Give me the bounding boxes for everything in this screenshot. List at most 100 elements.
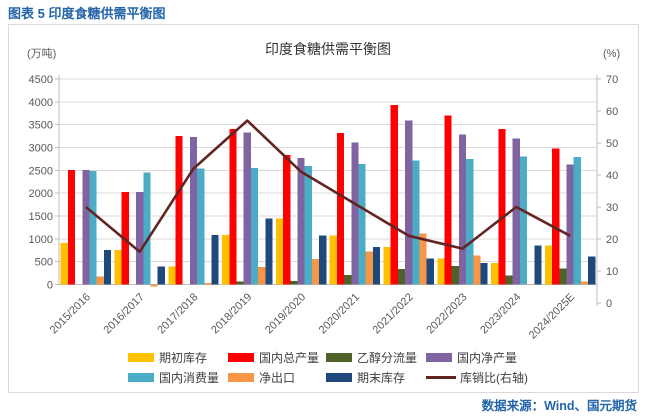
- chart-bar: [344, 274, 352, 285]
- chart-bar: [114, 249, 122, 285]
- chart-bar: [451, 265, 459, 285]
- chart-bar: [283, 154, 291, 285]
- chart-container: 0 500 1000 1500 2000 2500 3000 3500 4000 4500 0 10 2…: [8, 24, 639, 393]
- right-axis-label: 40: [606, 170, 618, 182]
- legend-label: 库销比(右轴): [460, 370, 528, 385]
- chart-bar: [566, 164, 574, 285]
- left-axis-label: 3000: [29, 143, 53, 155]
- chart-bar: [250, 168, 259, 285]
- chart-bar: [365, 251, 373, 285]
- figure-caption: 图表 5 印度食糖供需平衡图: [8, 6, 166, 21]
- right-axis-label: 50: [606, 138, 618, 150]
- chart-bar: [229, 129, 237, 285]
- legend-label: 乙醇分流量: [357, 350, 417, 365]
- legend-label: 国内总产量: [259, 351, 319, 365]
- chart-bar: [534, 245, 542, 285]
- left-axis-label: 1500: [29, 211, 53, 223]
- chart-bar: [437, 258, 445, 285]
- legend-swatch: [228, 353, 254, 362]
- chart-bar: [559, 268, 567, 285]
- chart-bar: [275, 218, 284, 285]
- legend-swatch: [128, 353, 154, 362]
- chart-bar: [290, 280, 298, 285]
- left-axis-label: 4000: [29, 97, 53, 109]
- right-axis-label: 30: [606, 202, 618, 214]
- chart-bar: [505, 275, 513, 285]
- chart-bar: [103, 249, 112, 285]
- chart-bar: [397, 268, 406, 285]
- left-axis-label: 4500: [29, 74, 53, 86]
- chart-bar: [60, 242, 68, 285]
- category-label: 2023/2024: [478, 291, 523, 336]
- chart-bar: [265, 218, 273, 285]
- chart-bar: [498, 129, 506, 285]
- data-source: 数据来源：Wind、国元期货: [481, 399, 637, 413]
- chart-bar: [336, 132, 345, 285]
- legend-swatch: [128, 373, 154, 382]
- chart-bar: [96, 276, 104, 285]
- chart-bar: [383, 247, 391, 285]
- supply-demand-chart: 0 500 1000 1500 2000 2500 3000 3500 4000 4500 0 10 2…: [27, 41, 620, 385]
- chart-bar: [67, 169, 76, 285]
- chart-bar: [480, 263, 488, 285]
- chart-title: 印度食糖供需平衡图: [265, 41, 391, 57]
- right-axis-unit: (%): [603, 48, 620, 60]
- chart-bar: [580, 281, 589, 285]
- left-axis-label: 3500: [29, 120, 53, 132]
- chart-bar: [236, 281, 244, 285]
- chart-bar: [204, 283, 212, 285]
- right-axis-label: 20: [606, 234, 618, 246]
- chart-bar: [222, 235, 230, 285]
- chart-bar: [168, 266, 176, 285]
- chart-bar: [211, 235, 219, 285]
- chart-bar: [458, 134, 467, 285]
- chart-bar: [444, 115, 452, 285]
- category-label: 2021/2022: [371, 291, 416, 336]
- right-axis-label: 10: [606, 266, 618, 278]
- chart-bar: [243, 132, 251, 285]
- chart-bar: [136, 191, 144, 285]
- category-label: 2022/2023: [424, 291, 469, 336]
- legend-label: 期末库存: [357, 370, 405, 385]
- legend-swatch: [426, 353, 452, 362]
- chart-line: [85, 119, 571, 254]
- chart-bar: [297, 158, 305, 285]
- chart-bar: [197, 168, 205, 285]
- chart-bar: [405, 120, 413, 285]
- legend-label: 期初库存: [159, 350, 207, 365]
- category-label: 2016/2017: [102, 291, 147, 336]
- chart-bar: [588, 256, 596, 285]
- legend-swatch: [228, 373, 254, 382]
- chart-bar: [319, 235, 327, 285]
- chart-bar: [143, 172, 151, 285]
- chart-bar: [512, 138, 520, 285]
- left-axis-label: 500: [35, 257, 53, 269]
- chart-bar: [89, 171, 97, 285]
- chart-bar: [372, 247, 381, 285]
- right-axis-label: 0: [606, 298, 612, 310]
- category-label: 2017/2018: [155, 291, 200, 336]
- legend-label: 国内消费量: [159, 371, 219, 385]
- legend-swatch: [326, 353, 352, 362]
- legend-label: 国内净产量: [457, 351, 517, 365]
- chart-bar: [544, 245, 553, 285]
- right-axis-label: 70: [606, 74, 618, 86]
- legend-label: 净出口: [259, 371, 295, 385]
- chart-bar: [519, 156, 528, 285]
- chart-bar: [466, 158, 474, 285]
- chart-bar: [304, 166, 312, 285]
- chart-bar: [150, 284, 158, 287]
- left-axis-unit: (万吨): [27, 47, 56, 60]
- chart-bar: [390, 105, 398, 285]
- chart-bar: [351, 142, 359, 285]
- legend-swatch: [326, 373, 352, 382]
- left-axis-label: 2500: [29, 165, 53, 177]
- chart-bar: [419, 233, 427, 285]
- category-label: 2020/2021: [317, 291, 362, 336]
- left-axis-label: 1000: [29, 234, 53, 246]
- chart-bar: [189, 136, 198, 285]
- chart-bar: [311, 258, 320, 285]
- chart-bar: [82, 169, 90, 285]
- chart-bar: [258, 267, 266, 285]
- chart-bar: [329, 235, 337, 285]
